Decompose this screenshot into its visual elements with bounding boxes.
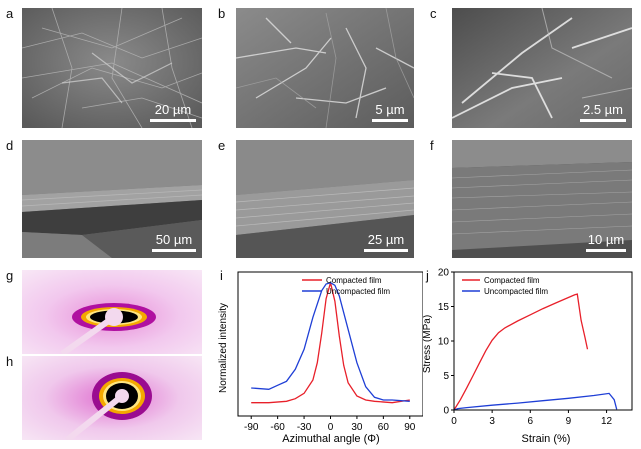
chart-i-ylabel: Normalized intensity <box>218 303 229 393</box>
chart-j-xlabel: Strain (%) <box>522 433 571 445</box>
scale-line-b <box>372 119 408 122</box>
chart-j-ylabel: Stress (MPa) <box>422 315 433 373</box>
scale-line-f <box>586 249 626 252</box>
sem-texture-c <box>452 8 632 128</box>
chart-i-series-uncompacted-line <box>251 281 410 402</box>
chart-i-xtick-label-6: 90 <box>404 422 416 433</box>
panel-label-h: h <box>6 354 14 369</box>
sem-texture-b <box>236 8 414 128</box>
scale-bar-a: 20 µm <box>150 102 196 122</box>
chart-stress-strain: Stress (MPa) Strain (%) 0 3 6 9 12 0 5 10 15 20 C… <box>422 268 633 445</box>
sem-image-a: 20 µm <box>22 8 202 128</box>
chart-j-series-uncompacted-line <box>453 392 618 411</box>
chart-j-ytick-label-3: 15 <box>438 302 450 313</box>
panel-label-a: a <box>6 6 14 21</box>
scale-line-e <box>364 249 408 252</box>
chart-i-xlabel: Azimuthal angle (Φ) <box>282 433 379 445</box>
sem-texture-a <box>22 8 202 128</box>
chart-i-series-compacted-line <box>251 282 410 404</box>
panel-label-d: d <box>6 138 14 153</box>
chart-i-xtick-label-1: -60 <box>270 422 285 433</box>
chart-j-frame <box>453 271 633 411</box>
scale-label-b: 5 µm <box>375 102 405 117</box>
scale-label-e: 25 µm <box>367 232 405 247</box>
chart-j-ytick-label-2: 10 <box>438 337 450 348</box>
legend-i-uncompacted: Uncompacted film <box>326 287 390 296</box>
chart-i-frame <box>237 271 423 417</box>
sem-image-b: 5 µm <box>236 8 414 128</box>
sem-image-e: 25 µm <box>236 140 414 258</box>
waxs-image-h <box>22 356 202 440</box>
panel-label-g: g <box>6 268 14 283</box>
sem-texture-d <box>22 140 202 258</box>
scale-label-c: 2.5 µm <box>582 102 623 117</box>
chart-i-xtick-label-4: 30 <box>351 422 363 433</box>
scale-bar-c: 2.5 µm <box>580 102 626 122</box>
scale-bar-f: 10 µm <box>586 232 626 252</box>
legend-j-uncompacted: Uncompacted film <box>484 287 548 296</box>
panel-label-f: f <box>430 138 434 153</box>
sem-image-d: 50 µm <box>22 140 202 258</box>
scale-line-a <box>150 119 196 122</box>
scale-label-a: 20 µm <box>154 102 192 117</box>
panel-label-b: b <box>218 6 226 21</box>
panel-label-i: i <box>220 268 223 283</box>
chart-j-xtick-label-0: 0 <box>451 416 457 427</box>
sem-image-c: 2.5 µm <box>452 8 632 128</box>
chart-i-xtick-label-0: -90 <box>244 422 259 433</box>
chart-i-legend: Compacted film Uncompacted film <box>302 276 390 296</box>
chart-j-series-compacted-line <box>453 293 589 411</box>
scale-bar-b: 5 µm <box>372 102 408 122</box>
legend-i-compacted: Compacted film <box>326 276 382 285</box>
scale-line-c <box>580 119 626 122</box>
chart-j-xtick-label-3: 9 <box>566 416 572 427</box>
chart-j-ticks: 0 3 6 9 12 0 5 10 15 20 <box>438 268 613 428</box>
scale-label-d: 50 µm <box>155 232 193 247</box>
scale-bar-e: 25 µm <box>364 232 408 252</box>
scale-line-d <box>152 249 196 252</box>
chart-j-ytick-label-1: 5 <box>443 371 449 382</box>
panel-label-j: j <box>426 268 429 283</box>
sem-image-f: 10 µm <box>452 140 632 258</box>
chart-i-xtick-label-5: 60 <box>378 422 390 433</box>
chart-j-ytick-label-0: 0 <box>443 406 449 417</box>
chart-j-legend: Compacted film Uncompacted film <box>462 276 548 296</box>
sem-texture-f <box>452 140 632 258</box>
chart-j-plot <box>453 293 618 411</box>
chart-i-xtick-label-3: 0 <box>328 422 334 433</box>
chart-j-xtick-label-1: 3 <box>489 416 495 427</box>
scale-bar-d: 50 µm <box>152 232 196 252</box>
chart-j-xtick-label-2: 6 <box>528 416 534 427</box>
waxs-pattern-h <box>22 356 202 440</box>
scale-label-f: 10 µm <box>587 232 625 247</box>
panel-label-c: c <box>430 6 437 21</box>
chart-i-xtick-label-2: -30 <box>297 422 312 433</box>
chart-i-ticks: -90 -60 -30 0 30 60 90 <box>244 416 416 433</box>
chart-j-xtick-label-4: 12 <box>601 416 613 427</box>
legend-j-compacted: Compacted film <box>484 276 540 285</box>
sem-texture-e <box>236 140 414 258</box>
chart-j-ytick-label-4: 20 <box>438 268 450 279</box>
waxs-pattern-g <box>22 270 202 354</box>
chart-i-plot <box>251 281 410 404</box>
waxs-image-g <box>22 270 202 354</box>
chart-azimuthal: Normalized intensity Azimuthal angle (Φ)… <box>218 271 423 445</box>
panel-label-e: e <box>218 138 226 153</box>
